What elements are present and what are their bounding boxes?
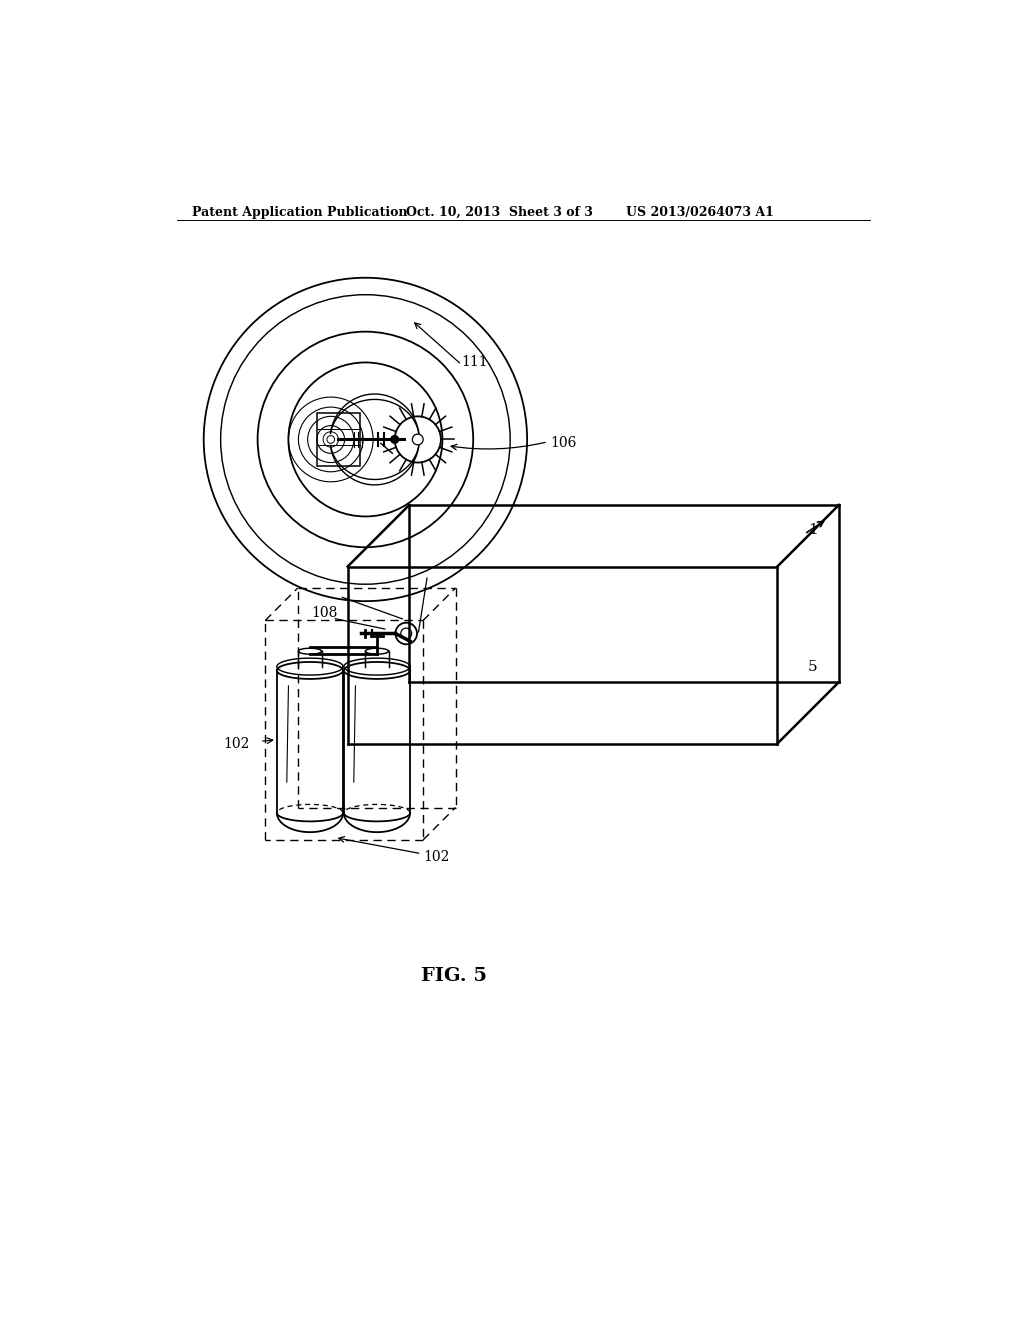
Text: 111: 111 xyxy=(462,355,488,370)
Text: US 2013/0264073 A1: US 2013/0264073 A1 xyxy=(626,206,773,219)
Bar xyxy=(317,413,359,466)
Text: Patent Application Publication: Patent Application Publication xyxy=(193,206,408,219)
Circle shape xyxy=(391,436,398,444)
Text: 106: 106 xyxy=(550,437,577,450)
Text: 108: 108 xyxy=(311,606,338,619)
Text: 102: 102 xyxy=(223,737,250,751)
Text: 102: 102 xyxy=(423,850,450,863)
Text: FIG. 5: FIG. 5 xyxy=(421,966,487,985)
Text: 5: 5 xyxy=(808,660,818,673)
Text: Oct. 10, 2013  Sheet 3 of 3: Oct. 10, 2013 Sheet 3 of 3 xyxy=(407,206,593,219)
Text: 1: 1 xyxy=(808,523,818,536)
